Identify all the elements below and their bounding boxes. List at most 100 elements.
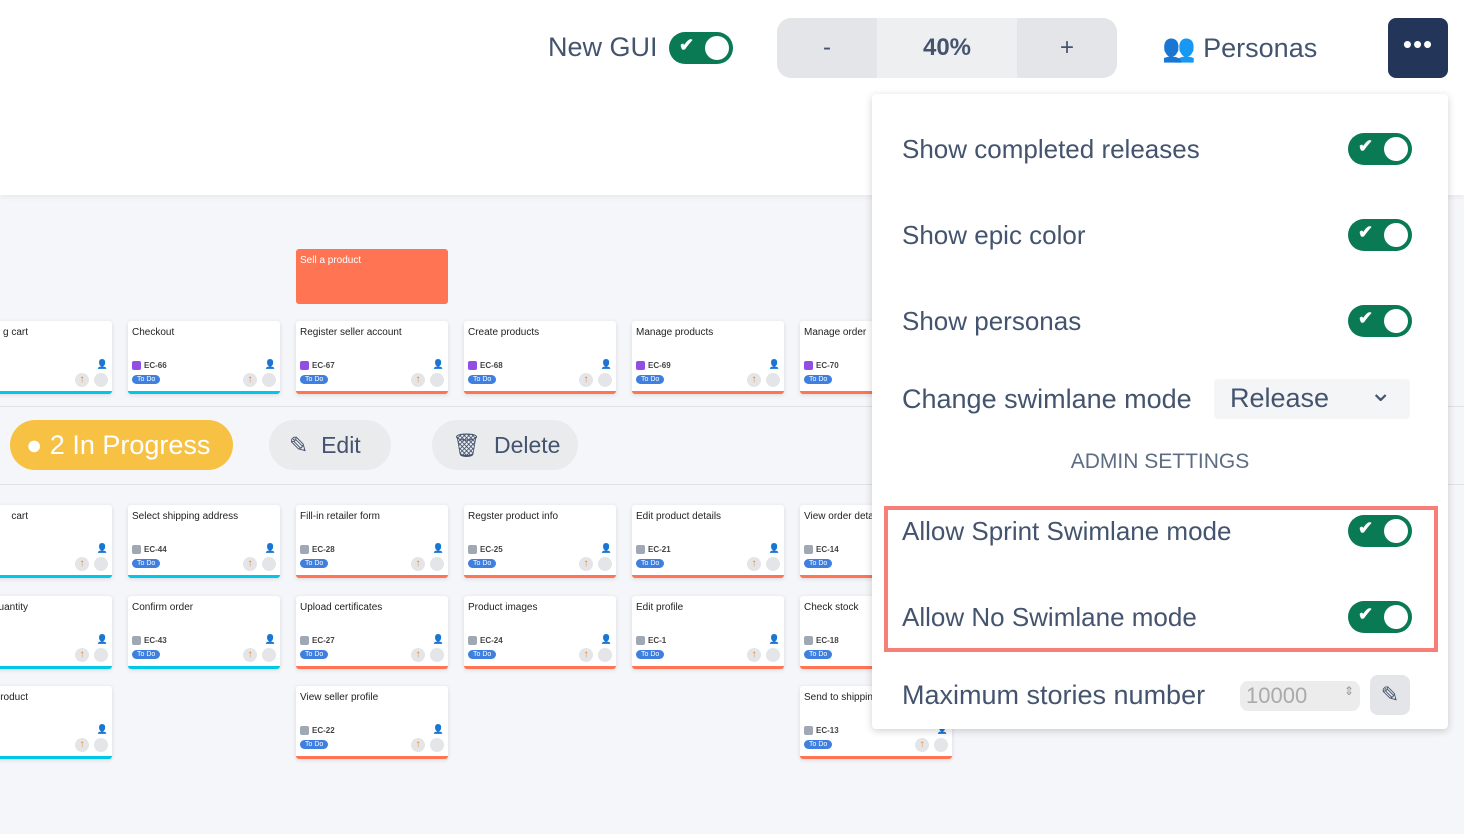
persona-icon[interactable]: 👤 <box>600 634 612 644</box>
persona-icon[interactable]: 👤 <box>96 724 108 734</box>
persona-icon[interactable]: 👤 <box>432 634 444 644</box>
persona-icon[interactable]: 👤 <box>264 359 276 369</box>
story-card[interactable]: Regster product info EC-25 To Do 👤 ↑ <box>464 505 616 578</box>
persona-icon[interactable]: 👤 <box>600 543 612 553</box>
estimate-icon[interactable] <box>94 373 108 387</box>
status-badge[interactable]: To Do <box>636 559 665 568</box>
priority-arrow-icon[interactable]: ↑ <box>915 738 929 752</box>
priority-arrow-icon[interactable]: ↑ <box>747 557 761 571</box>
new-gui-toggle[interactable]: ✔ <box>669 32 733 64</box>
priority-arrow-icon[interactable]: ↑ <box>75 557 89 571</box>
estimate-icon[interactable] <box>94 557 108 571</box>
epic-card[interactable]: Sell a product <box>296 249 448 304</box>
status-badge[interactable]: To Do <box>636 650 665 659</box>
story-card[interactable]: g cart 5 👤 ↑ <box>0 321 112 394</box>
story-card[interactable]: cart 👤 ↑ <box>0 505 112 578</box>
story-card[interactable]: quantity 👤 ↑ <box>0 596 112 669</box>
story-card[interactable]: Select shipping address EC-44 To Do 👤 ↑ <box>128 505 280 578</box>
story-card[interactable]: e product 👤 ↑ <box>0 686 112 759</box>
story-card[interactable]: View seller profile EC-22 To Do 👤 ↑ <box>296 686 448 759</box>
estimate-icon[interactable] <box>766 648 780 662</box>
priority-arrow-icon[interactable]: ↑ <box>243 557 257 571</box>
status-badge[interactable]: To Do <box>804 375 833 384</box>
priority-arrow-icon[interactable]: ↑ <box>411 373 425 387</box>
persona-icon[interactable]: 👤 <box>600 359 612 369</box>
estimate-icon[interactable] <box>430 648 444 662</box>
estimate-icon[interactable] <box>598 373 612 387</box>
status-badge[interactable]: To Do <box>804 559 833 568</box>
estimate-icon[interactable] <box>430 557 444 571</box>
priority-arrow-icon[interactable]: ↑ <box>579 373 593 387</box>
estimate-icon[interactable] <box>262 648 276 662</box>
persona-icon[interactable]: 👤 <box>264 543 276 553</box>
priority-arrow-icon[interactable]: ↑ <box>243 648 257 662</box>
priority-arrow-icon[interactable]: ↑ <box>75 648 89 662</box>
stepper-icon[interactable]: ⇕ <box>1343 684 1354 698</box>
story-card[interactable]: Confirm order EC-43 To Do 👤 ↑ <box>128 596 280 669</box>
estimate-icon[interactable] <box>430 373 444 387</box>
priority-arrow-icon[interactable]: ↑ <box>579 557 593 571</box>
persona-icon[interactable]: 👤 <box>96 634 108 644</box>
story-card[interactable]: Upload certificates EC-27 To Do 👤 ↑ <box>296 596 448 669</box>
priority-arrow-icon[interactable]: ↑ <box>75 738 89 752</box>
persona-icon[interactable]: 👤 <box>432 543 444 553</box>
personas-button[interactable]: 👥 Personas <box>1162 32 1317 64</box>
zoom-out-button[interactable]: - <box>823 34 831 61</box>
delete-release-button[interactable]: 🗑 Delete <box>432 420 578 470</box>
status-badge[interactable]: To Do <box>132 650 161 659</box>
priority-arrow-icon[interactable]: ↑ <box>411 738 425 752</box>
persona-icon[interactable]: 👤 <box>768 543 780 553</box>
estimate-icon[interactable] <box>766 373 780 387</box>
persona-icon[interactable]: 👤 <box>264 634 276 644</box>
priority-arrow-icon[interactable]: ↑ <box>243 373 257 387</box>
priority-arrow-icon[interactable]: ↑ <box>747 373 761 387</box>
allow-none-toggle[interactable]: ✔ <box>1348 601 1412 633</box>
release-status-badge[interactable]: ● 2 In Progress <box>10 420 233 470</box>
show-epic-color-toggle[interactable]: ✔ <box>1348 219 1412 251</box>
estimate-icon[interactable] <box>598 648 612 662</box>
zoom-in-button[interactable]: + <box>1059 34 1074 61</box>
edit-release-button[interactable]: ✎ Edit <box>269 420 391 470</box>
max-stories-input[interactable]: 10000 ⇕ <box>1240 681 1360 711</box>
persona-icon[interactable]: 👤 <box>432 724 444 734</box>
persona-icon[interactable]: 👤 <box>96 543 108 553</box>
persona-icon[interactable]: 👤 <box>936 724 948 734</box>
estimate-icon[interactable] <box>934 738 948 752</box>
estimate-icon[interactable] <box>94 648 108 662</box>
story-card[interactable]: Checkout EC-66 To Do 👤 ↑ <box>128 321 280 394</box>
status-badge[interactable]: To Do <box>804 650 833 659</box>
priority-arrow-icon[interactable]: ↑ <box>411 648 425 662</box>
estimate-icon[interactable] <box>598 557 612 571</box>
estimate-icon[interactable] <box>262 557 276 571</box>
story-card[interactable]: Edit product details EC-21 To Do 👤 ↑ <box>632 505 784 578</box>
edit-max-stories-button[interactable]: ✎ <box>1370 675 1410 715</box>
priority-arrow-icon[interactable]: ↑ <box>75 373 89 387</box>
show-personas-toggle[interactable]: ✔ <box>1348 305 1412 337</box>
persona-icon[interactable]: 👤 <box>768 359 780 369</box>
status-badge[interactable]: To Do <box>300 375 329 384</box>
allow-sprint-toggle[interactable]: ✔ <box>1348 515 1412 547</box>
story-card[interactable]: Product images EC-24 To Do 👤 ↑ <box>464 596 616 669</box>
estimate-icon[interactable] <box>262 373 276 387</box>
priority-arrow-icon[interactable]: ↑ <box>747 648 761 662</box>
estimate-icon[interactable] <box>94 738 108 752</box>
persona-icon[interactable]: 👤 <box>432 359 444 369</box>
status-badge[interactable]: To Do <box>468 650 497 659</box>
status-badge[interactable]: To Do <box>132 375 161 384</box>
priority-arrow-icon[interactable]: ↑ <box>579 648 593 662</box>
status-badge[interactable]: To Do <box>132 559 161 568</box>
priority-arrow-icon[interactable]: ↑ <box>411 557 425 571</box>
status-badge[interactable]: To Do <box>468 375 497 384</box>
estimate-icon[interactable] <box>766 557 780 571</box>
story-card[interactable]: Create products EC-68 To Do 👤 ↑ <box>464 321 616 394</box>
status-badge[interactable]: To Do <box>300 559 329 568</box>
status-badge[interactable]: To Do <box>636 375 665 384</box>
status-badge[interactable]: To Do <box>300 650 329 659</box>
story-card[interactable]: Fill-in retailer form EC-28 To Do 👤 ↑ <box>296 505 448 578</box>
swimlane-mode-select[interactable]: Release ⌄ <box>1214 377 1410 419</box>
estimate-icon[interactable] <box>430 738 444 752</box>
show-completed-toggle[interactable]: ✔ <box>1348 133 1412 165</box>
status-badge[interactable]: To Do <box>804 740 833 749</box>
persona-icon[interactable]: 👤 <box>768 634 780 644</box>
persona-icon[interactable]: 👤 <box>96 359 108 369</box>
